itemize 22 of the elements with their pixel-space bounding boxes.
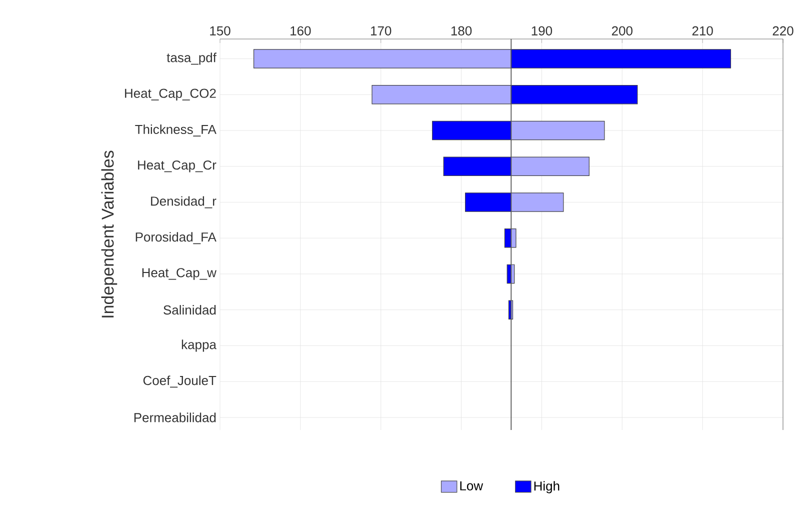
legend-label: Low: [460, 481, 484, 490]
x-tick-label: 220: [772, 26, 794, 36]
x-tick-label: 190: [532, 26, 552, 36]
y-tick-label: Coef_JouleT: [143, 376, 216, 388]
y-tick-label: tasa_pdf: [166, 52, 216, 65]
x-tick-label: 150: [210, 26, 230, 36]
x-tick-label: 210: [692, 26, 713, 36]
y-tick-label: Salinidad: [164, 305, 216, 315]
y-tick-label: Heat_Cap_CO2: [125, 88, 216, 100]
x-tick-label: 180: [451, 26, 472, 36]
y-tick-label: kappa: [182, 340, 216, 352]
x-tick-label: 170: [371, 26, 392, 36]
y-tick-label: Heat_Cap_Cr: [138, 160, 216, 172]
y-tick-label: Heat_Cap_w: [142, 268, 216, 280]
y-axis-title: Independent Variables: [101, 150, 118, 318]
y-tick-label: Densidad_r: [151, 196, 216, 208]
x-tick-label: 200: [612, 26, 632, 36]
y-tick-label: Permeabilidad: [134, 412, 216, 422]
x-tick-label: 160: [290, 26, 311, 36]
legend-label: High: [534, 481, 560, 494]
y-tick-label: Thickness_FA: [135, 124, 216, 136]
y-tick-label: Porosidad_FA: [136, 232, 216, 244]
